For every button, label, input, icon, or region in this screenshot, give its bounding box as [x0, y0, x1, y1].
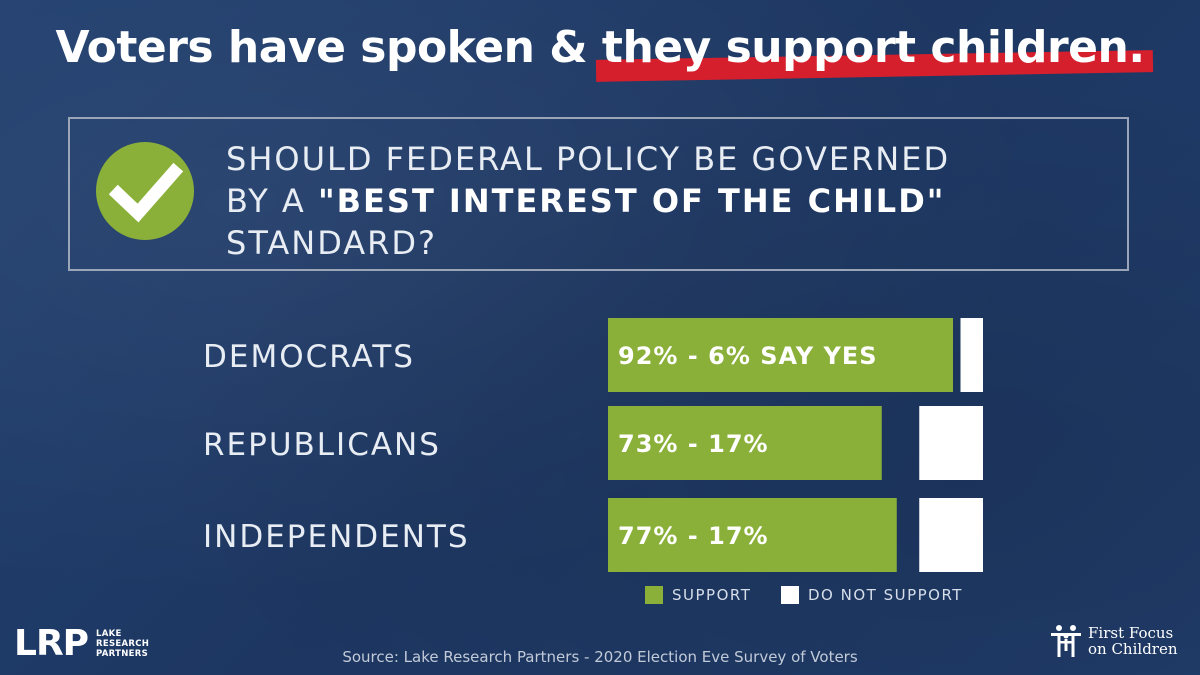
question-line3: STANDARD? — [226, 224, 438, 262]
category-label-independents: INDEPENDENTS — [203, 519, 470, 555]
bar-not-support-republicans — [919, 406, 983, 480]
question-line2-emphasis: "BEST INTEREST OF THE CHILD" — [317, 182, 946, 220]
legend-item-support: SUPPORT — [645, 586, 751, 604]
headline-part2: they support children. — [601, 22, 1145, 73]
question-box — [68, 117, 1129, 271]
data-label-independents: 77% - 17% — [618, 522, 769, 550]
legend-label-not-support: DO NOT SUPPORT — [808, 586, 963, 604]
ffc-line1: First Focus — [1088, 624, 1174, 642]
lrp-line3: PARTNERS — [96, 649, 149, 659]
lrp-logo-text: LAKE RESEARCH PARTNERS — [96, 629, 149, 659]
first-focus-figures-icon — [1051, 625, 1081, 657]
ffc-line2: on Children — [1088, 640, 1178, 658]
lrp-line1: LAKE — [96, 629, 122, 639]
lrp-logo-mark: LRP — [14, 623, 89, 664]
category-label-republicans: REPUBLICANS — [203, 427, 441, 463]
bar-not-support-independents — [919, 498, 983, 572]
data-label-republicans: 73% - 17% — [618, 430, 769, 458]
legend-label-support: SUPPORT — [672, 586, 752, 604]
question-line2-prefix: BY A — [226, 182, 318, 220]
data-label-democrats: 92% - 6% SAY YES — [618, 342, 878, 370]
lrp-line2: RESEARCH — [96, 639, 150, 649]
bar-support-independents — [608, 498, 897, 572]
bar-support-republicans — [608, 406, 882, 480]
question-line1: SHOULD FEDERAL POLICY BE GOVERNED — [226, 140, 951, 178]
legend-item-not-support: DO NOT SUPPORT — [781, 586, 963, 604]
survey-question: SHOULD FEDERAL POLICY BE GOVERNED BY A "… — [226, 138, 1106, 264]
legend-swatch-not-support — [781, 586, 799, 604]
headline: Voters have spoken & they support childr… — [0, 22, 1200, 82]
lrp-logo: LRP LAKE RESEARCH PARTNERS — [14, 626, 149, 662]
headline-part1: Voters have spoken & — [55, 22, 602, 73]
source-citation: Source: Lake Research Partners - 2020 El… — [342, 648, 858, 666]
bar-not-support-democrats — [960, 318, 983, 392]
first-focus-text: First Focus on Children — [1088, 625, 1178, 657]
legend-swatch-support — [645, 586, 663, 604]
category-label-democrats: DEMOCRATS — [203, 339, 415, 375]
bar-support-democrats — [608, 318, 953, 392]
headline-highlight: they support children. — [595, 22, 1153, 82]
first-focus-logo: First Focus on Children — [1050, 624, 1178, 658]
checkmark-icon — [96, 142, 194, 240]
